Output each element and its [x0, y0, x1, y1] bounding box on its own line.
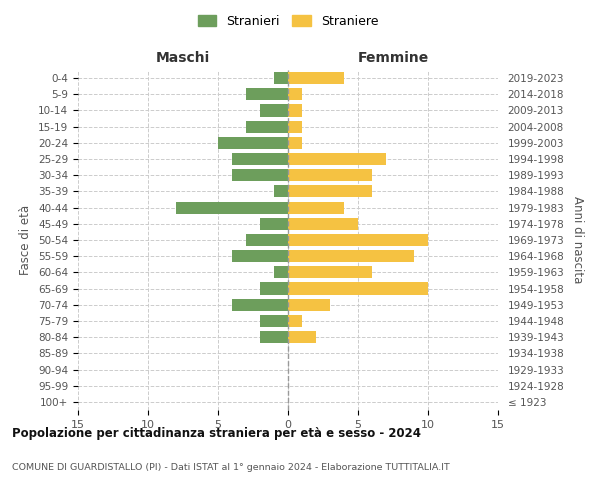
Bar: [288, 72, 344, 84]
Bar: [232, 153, 288, 165]
Text: COMUNE DI GUARDISTALLO (PI) - Dati ISTAT al 1° gennaio 2024 - Elaborazione TUTTI: COMUNE DI GUARDISTALLO (PI) - Dati ISTAT…: [12, 462, 450, 471]
Bar: [288, 315, 302, 327]
Bar: [218, 137, 288, 149]
Y-axis label: Fasce di età: Fasce di età: [19, 205, 32, 275]
Bar: [288, 169, 372, 181]
Bar: [260, 315, 288, 327]
Text: Femmine: Femmine: [358, 51, 428, 65]
Bar: [232, 298, 288, 311]
Bar: [288, 282, 428, 294]
Text: Maschi: Maschi: [156, 51, 210, 65]
Bar: [288, 104, 302, 117]
Bar: [288, 153, 386, 165]
Legend: Stranieri, Straniere: Stranieri, Straniere: [194, 11, 382, 32]
Bar: [274, 266, 288, 278]
Bar: [288, 186, 372, 198]
Bar: [232, 169, 288, 181]
Bar: [288, 218, 358, 230]
Bar: [288, 298, 330, 311]
Bar: [246, 120, 288, 132]
Bar: [288, 88, 302, 101]
Bar: [232, 250, 288, 262]
Bar: [288, 331, 316, 343]
Bar: [288, 266, 372, 278]
Bar: [288, 234, 428, 246]
Bar: [288, 250, 414, 262]
Bar: [260, 282, 288, 294]
Bar: [288, 120, 302, 132]
Bar: [246, 234, 288, 246]
Bar: [176, 202, 288, 213]
Bar: [246, 88, 288, 101]
Bar: [274, 186, 288, 198]
Bar: [260, 218, 288, 230]
Text: Popolazione per cittadinanza straniera per età e sesso - 2024: Popolazione per cittadinanza straniera p…: [12, 428, 421, 440]
Bar: [260, 331, 288, 343]
Bar: [288, 137, 302, 149]
Y-axis label: Anni di nascita: Anni di nascita: [571, 196, 584, 284]
Bar: [260, 104, 288, 117]
Bar: [288, 202, 344, 213]
Bar: [274, 72, 288, 84]
